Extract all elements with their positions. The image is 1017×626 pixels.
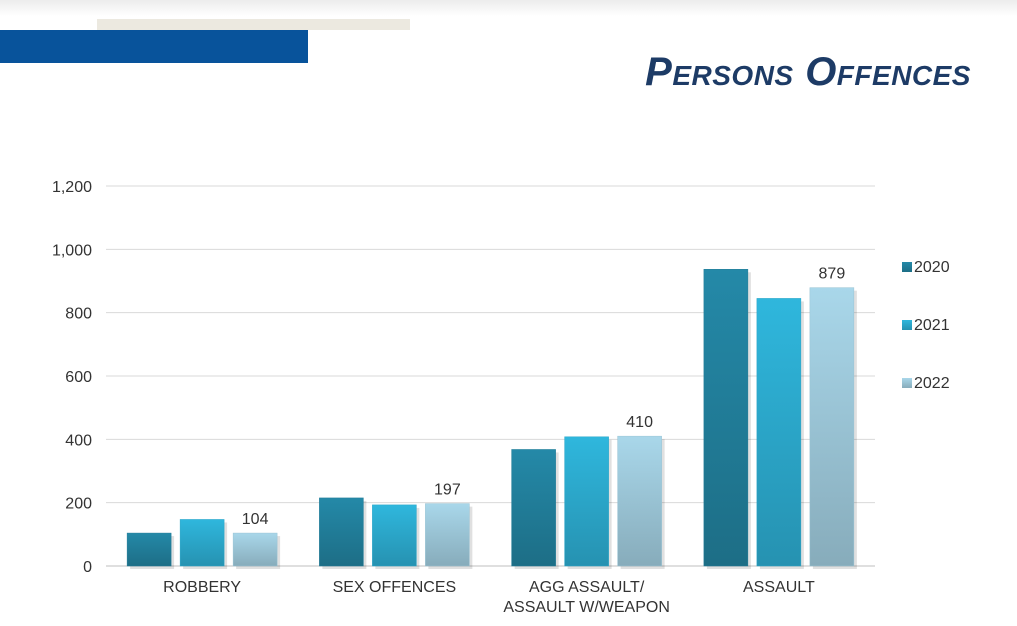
- y-tick-label: 0: [83, 559, 92, 576]
- y-tick-label: 1,000: [52, 242, 92, 259]
- data-label: 410: [626, 414, 653, 431]
- legend-swatch: [902, 378, 912, 388]
- bar-2022-0: [232, 532, 278, 567]
- bar-2020-0: [126, 532, 172, 567]
- bar-2022-2: [617, 435, 662, 567]
- bar-2022-1: [425, 503, 470, 567]
- category-label: ROBBERY: [163, 579, 241, 596]
- category-label: ASSAULT W/WEAPON: [503, 599, 670, 616]
- bar-2021-0: [179, 519, 225, 567]
- bars: [126, 269, 857, 569]
- bar-2021-3: [756, 298, 802, 567]
- legend-swatch: [902, 320, 912, 330]
- beige-accent-bar: [97, 19, 410, 30]
- y-tick-label: 600: [65, 369, 92, 386]
- legend-label: 2020: [914, 259, 950, 276]
- bar-2022-3: [809, 287, 855, 567]
- top-fade-decoration: [0, 0, 1017, 16]
- bar-2020-1: [319, 497, 364, 567]
- data-label: 104: [242, 511, 269, 528]
- legend-label: 2022: [914, 375, 950, 392]
- y-tick-label: 400: [65, 432, 92, 449]
- slide-title: Persons Offences: [645, 50, 971, 94]
- bar-2021-2: [564, 436, 609, 567]
- y-tick-label: 200: [65, 496, 92, 513]
- category-label: SEX OFFENCES: [333, 579, 457, 596]
- data-label: 879: [819, 266, 846, 283]
- data-label: 197: [434, 482, 461, 499]
- bar-2020-2: [511, 449, 556, 567]
- x-axis-categories: ROBBERY SEX OFFENCES AGG ASSAULT/ASSAULT W…: [163, 579, 815, 616]
- legend-swatch: [902, 262, 912, 272]
- category-label: AGG ASSAULT/: [529, 579, 645, 596]
- category-label: ASSAULT: [743, 579, 815, 596]
- legend-label: 2021: [914, 317, 950, 334]
- legend: 2020 2021 2022: [902, 259, 950, 392]
- data-labels: 104 197 410 879: [242, 266, 846, 528]
- y-tick-label: 800: [65, 306, 92, 323]
- bar-2020-3: [703, 269, 749, 567]
- y-axis-ticks: 0 200 400 600 800 1,000 1,200: [52, 179, 92, 576]
- y-tick-label: 1,200: [52, 179, 92, 196]
- blue-accent-bar: [0, 30, 308, 63]
- bar-2021-1: [372, 504, 417, 567]
